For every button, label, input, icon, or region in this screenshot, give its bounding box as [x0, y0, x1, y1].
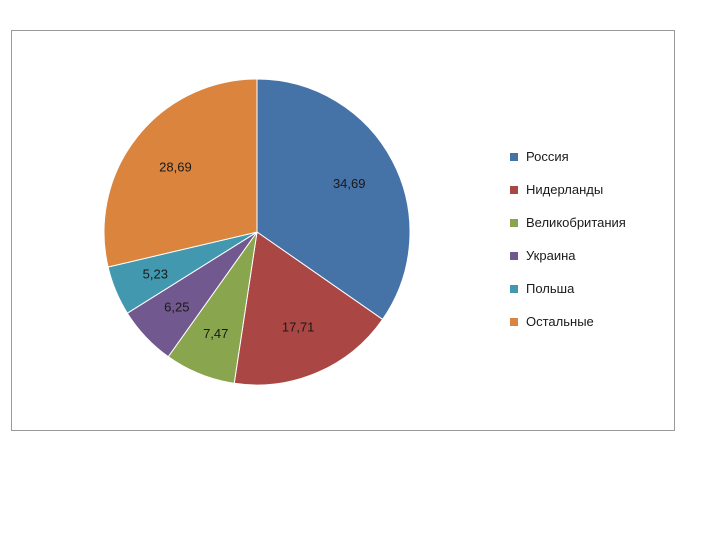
legend-item-ukraine: Украина — [510, 239, 690, 272]
pie-slice-netherlands — [233, 231, 384, 386]
data-label-great-britain: 7,47 — [203, 326, 228, 341]
legend-label-ukraine: Украина — [526, 248, 576, 263]
legend-label-russia: Россия — [526, 149, 569, 164]
data-label-russia: 34,69 — [333, 176, 366, 191]
legend-swatch-others — [510, 317, 518, 326]
pie-slice-others — [103, 78, 258, 268]
legend-swatch-ukraine — [510, 251, 518, 260]
legend-swatch-poland — [510, 284, 518, 293]
pie-slice-russia — [256, 78, 411, 321]
legend-item-russia: Россия — [510, 140, 690, 173]
legend-item-poland: Польша — [510, 272, 690, 305]
legend-item-great-britain: Великобритания — [510, 206, 690, 239]
data-label-netherlands: 17,71 — [282, 320, 315, 335]
legend: Россия Нидерланды Великобритания Украина… — [510, 140, 690, 338]
data-label-ukraine: 6,25 — [164, 300, 189, 315]
legend-swatch-russia — [510, 152, 518, 161]
legend-label-great-britain: Великобритания — [526, 215, 626, 230]
legend-swatch-netherlands — [510, 185, 518, 194]
legend-swatch-great-britain — [510, 218, 518, 227]
legend-label-netherlands: Нидерланды — [526, 182, 604, 197]
legend-label-poland: Польша — [526, 281, 575, 296]
data-label-poland: 5,23 — [143, 266, 168, 281]
legend-item-others: Остальные — [510, 305, 690, 338]
data-label-others: 28,69 — [159, 159, 192, 174]
legend-item-netherlands: Нидерланды — [510, 173, 690, 206]
legend-label-others: Остальные — [526, 314, 594, 329]
